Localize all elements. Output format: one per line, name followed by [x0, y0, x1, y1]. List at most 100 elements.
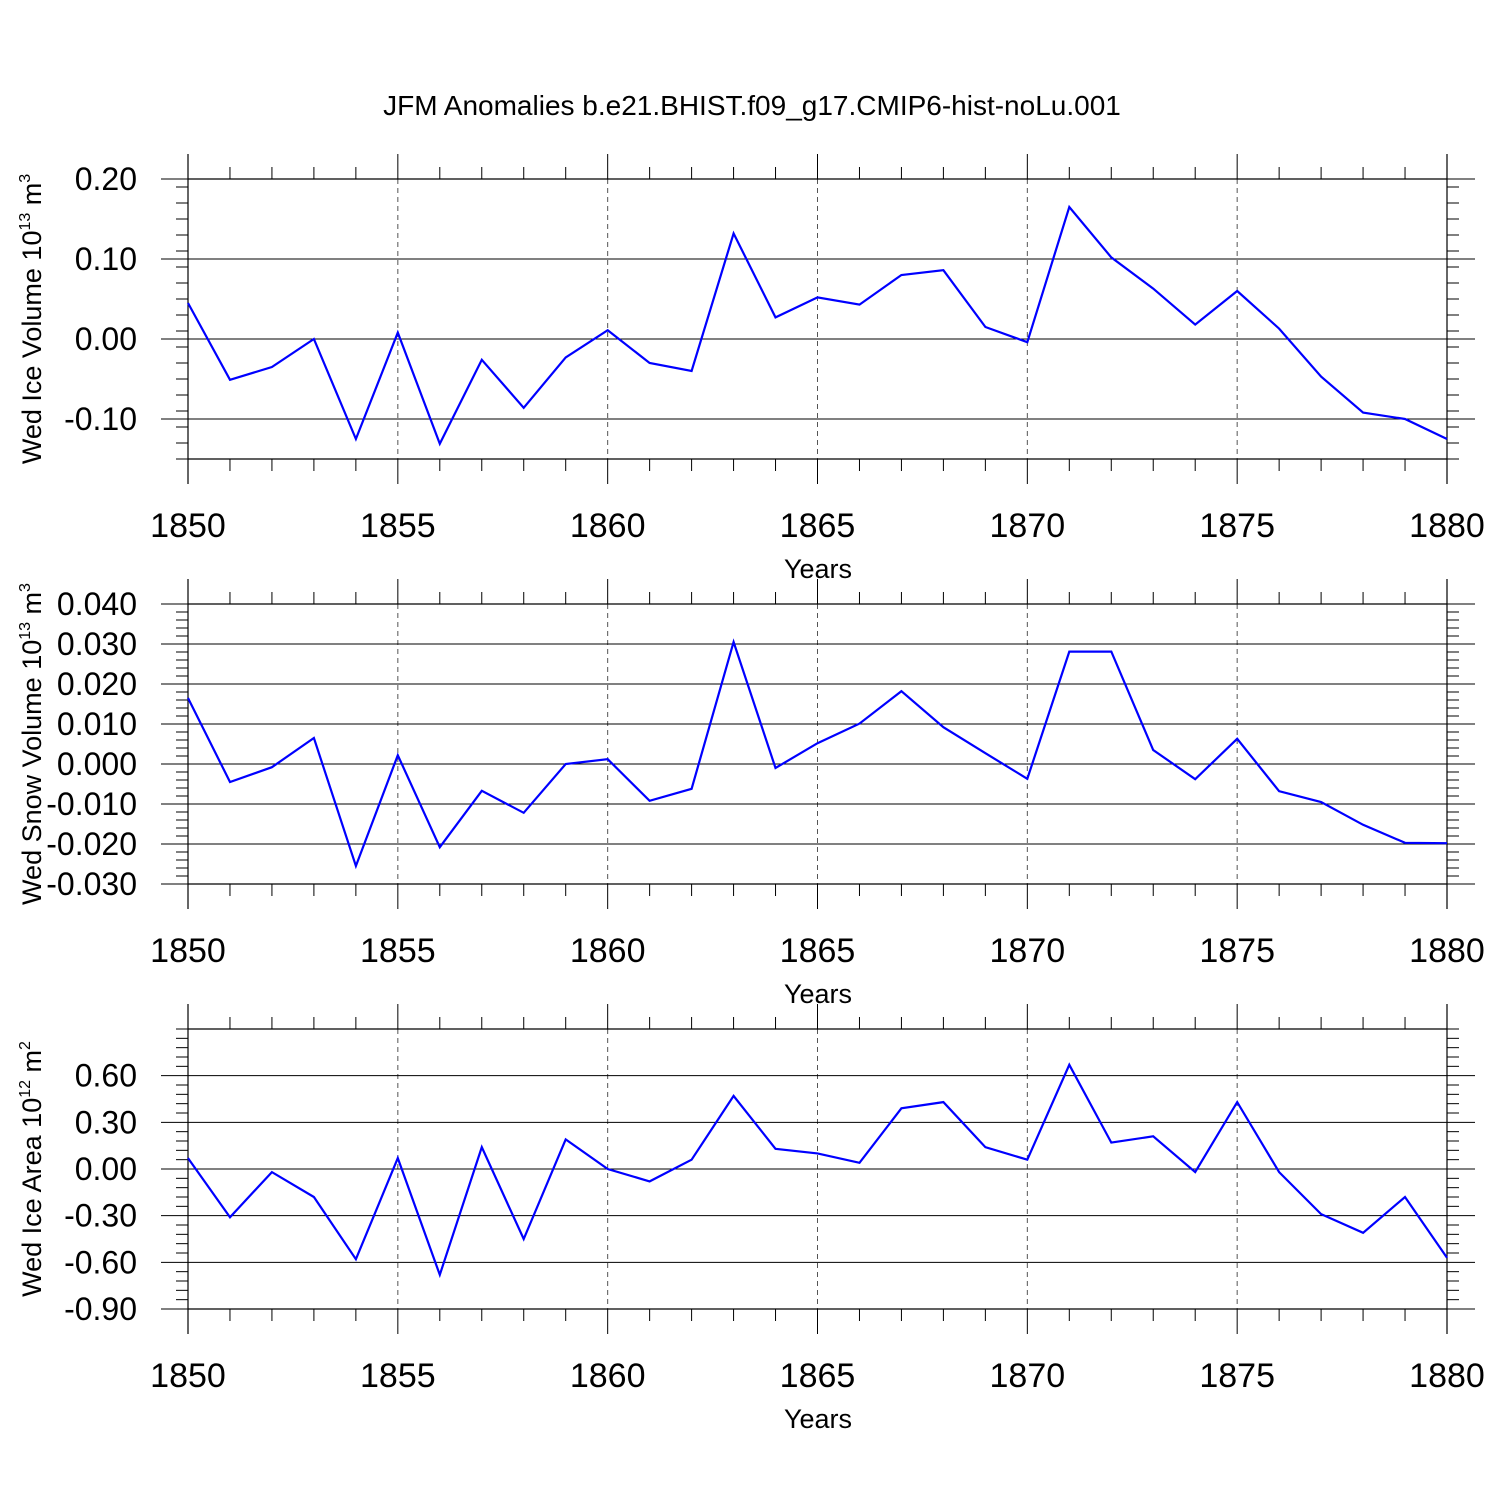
- data-point: [1068, 651, 1070, 653]
- data-point: [775, 316, 777, 318]
- x-tick-label: 1860: [570, 1357, 646, 1395]
- y-tick-label: 0.010: [57, 706, 137, 742]
- x-tick-label: 1870: [990, 932, 1066, 970]
- x-tick-label: 1865: [780, 1357, 856, 1395]
- data-point: [355, 1258, 357, 1260]
- data-point: [565, 1138, 567, 1140]
- x-tick-label: 1880: [1409, 507, 1485, 545]
- data-point: [900, 690, 902, 692]
- data-point: [481, 1146, 483, 1148]
- y-tick-label: -0.10: [64, 401, 137, 437]
- data-point: [817, 742, 819, 744]
- x-tick-label: 1875: [1199, 507, 1275, 545]
- data-point: [565, 763, 567, 765]
- data-point: [1446, 438, 1448, 440]
- data-point: [775, 767, 777, 769]
- data-point: [1404, 842, 1406, 844]
- y-tick-label: 0.030: [57, 626, 137, 662]
- data-point: [1404, 1196, 1406, 1198]
- x-tick-label: 1865: [780, 507, 856, 545]
- y-tick-label: 0.020: [57, 666, 137, 702]
- data-point: [313, 1196, 315, 1198]
- data-point: [691, 1159, 693, 1161]
- data-point: [1236, 1101, 1238, 1103]
- data-point: [1362, 412, 1364, 414]
- data-point: [1320, 801, 1322, 803]
- x-tick-label: 1860: [570, 507, 646, 545]
- x-tick-label: 1855: [360, 507, 436, 545]
- data-point: [649, 1180, 651, 1182]
- data-point: [355, 865, 357, 867]
- data-point: [187, 1157, 189, 1159]
- data-point: [942, 1101, 944, 1103]
- x-tick-label: 1880: [1409, 1357, 1485, 1395]
- x-tick-label: 1850: [150, 1357, 226, 1395]
- y-axis-label: Wed Ice Area 1012 m2: [17, 1041, 47, 1297]
- y-tick-label: 0.040: [57, 586, 137, 622]
- data-point: [733, 641, 735, 643]
- data-point: [1278, 1171, 1280, 1173]
- y-tick-label: 0.10: [75, 241, 137, 277]
- y-tick-label: 0.20: [75, 161, 137, 197]
- data-point: [900, 274, 902, 276]
- data-point: [313, 737, 315, 739]
- data-point: [1152, 288, 1154, 290]
- data-point: [1110, 651, 1112, 653]
- data-point: [481, 359, 483, 361]
- data-point: [523, 1238, 525, 1240]
- data-point: [187, 697, 189, 699]
- data-point: [397, 1157, 399, 1159]
- x-axis-label: Years: [784, 1404, 852, 1434]
- data-point: [271, 1171, 273, 1173]
- x-tick-label: 1870: [990, 507, 1066, 545]
- data-point: [439, 1274, 441, 1276]
- data-point: [858, 304, 860, 306]
- y-tick-label: -0.60: [64, 1244, 137, 1280]
- x-tick-label: 1865: [780, 932, 856, 970]
- data-point: [649, 362, 651, 364]
- x-tick-label: 1870: [990, 1357, 1066, 1395]
- series-line: [187, 204, 1448, 447]
- panel-ice-area: -0.90 -0.60 -0.30 0.00 0.30 0.60 1850 1855 1860 1…: [17, 1004, 1485, 1434]
- x-tick-label: 1855: [360, 932, 436, 970]
- y-tick-label: -0.010: [46, 786, 137, 822]
- data-point: [817, 1152, 819, 1154]
- data-point: [607, 758, 609, 760]
- data-point: [229, 1216, 231, 1218]
- data-point: [607, 329, 609, 331]
- data-point: [397, 754, 399, 756]
- data-point: [900, 1107, 902, 1109]
- data-point: [733, 232, 735, 234]
- data-point: [439, 846, 441, 848]
- data-point: [1320, 1213, 1322, 1215]
- y-tick-label: 0.30: [75, 1104, 137, 1140]
- data-point: [1026, 1159, 1028, 1161]
- panel-ice-volume: -0.10 0.00 0.10 0.20 1850 1855 1860 1865 1870 187…: [17, 154, 1485, 584]
- x-tick-label: 1860: [570, 932, 646, 970]
- data-point: [1362, 824, 1364, 826]
- data-point: [1236, 290, 1238, 292]
- data-point: [229, 379, 231, 381]
- data-point: [858, 1162, 860, 1164]
- y-axis-label: Wed Ice Volume 1013 m3: [17, 174, 47, 464]
- data-point: [523, 407, 525, 409]
- data-point: [1194, 778, 1196, 780]
- data-point: [271, 766, 273, 768]
- data-point: [984, 326, 986, 328]
- x-tick-label: 1850: [150, 932, 226, 970]
- x-tick-label: 1880: [1409, 932, 1485, 970]
- data-point: [984, 752, 986, 754]
- data-point: [1278, 790, 1280, 792]
- data-point: [1068, 206, 1070, 208]
- data-point: [1194, 1171, 1196, 1173]
- data-point: [1320, 376, 1322, 378]
- data-point: [649, 800, 651, 802]
- data-point: [1026, 341, 1028, 343]
- y-tick-label: -0.020: [46, 826, 137, 862]
- data-point: [1278, 328, 1280, 330]
- data-point: [691, 788, 693, 790]
- y-tick-label: -0.030: [46, 866, 137, 902]
- data-point: [1446, 842, 1448, 844]
- x-tick-label: 1850: [150, 507, 226, 545]
- data-point: [481, 790, 483, 792]
